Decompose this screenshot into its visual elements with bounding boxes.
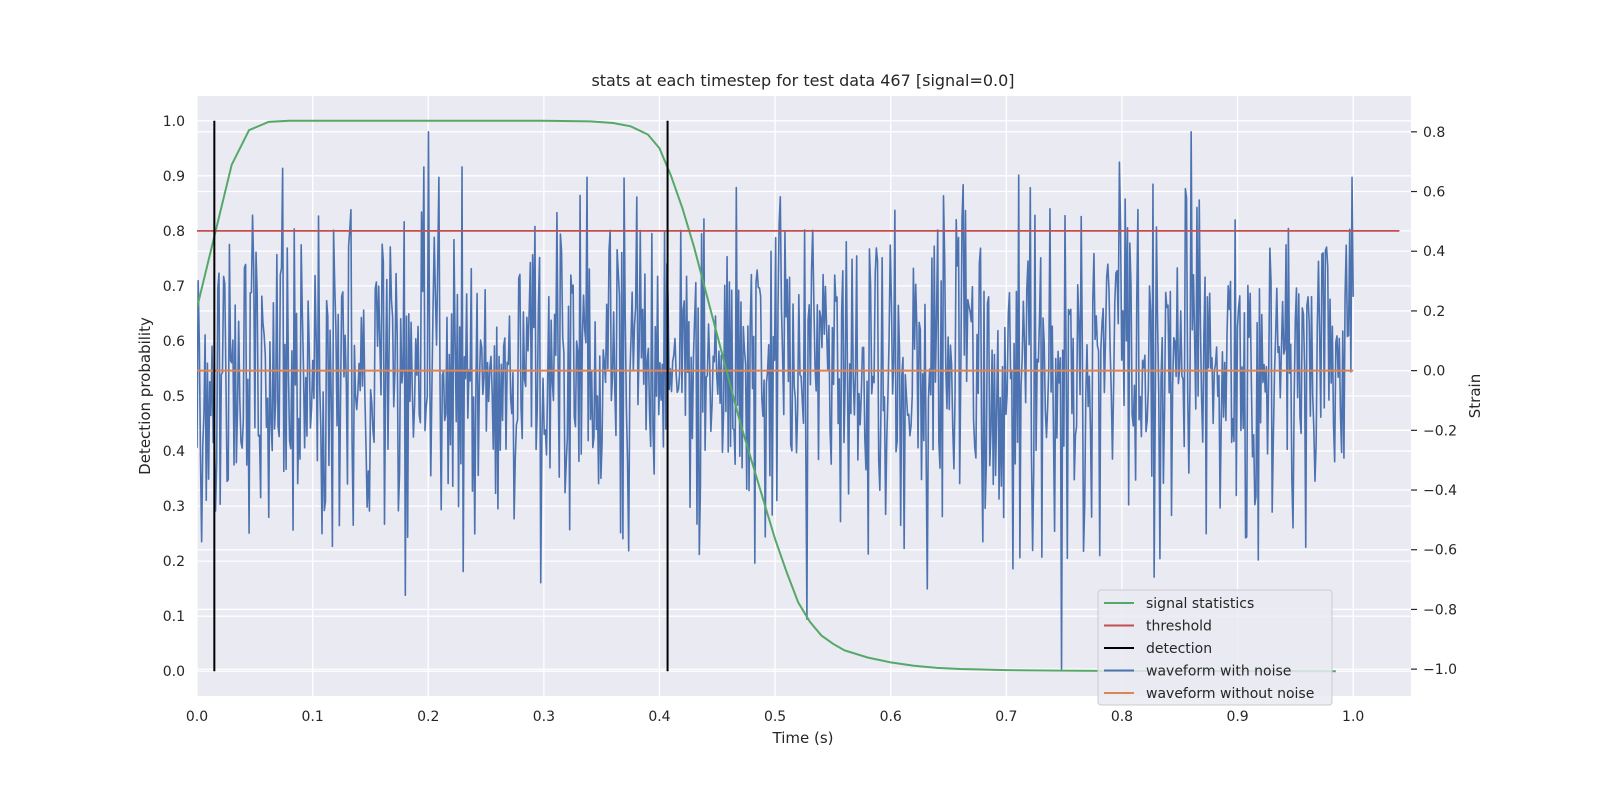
y-axis-right: 0.8 0.6 0.4 0.2 0.0 −0.2 −0.4 −0.6 −0.8 −1.0	[1411, 125, 1457, 678]
x-axis: 0.0 0.1 0.2 0.3 0.4 0.5 0.6 0.7 0.8 0.9 1.0	[186, 709, 1364, 725]
x-tick-label-5: 0.5	[764, 709, 786, 725]
y-left-tick-label-1: 0.1	[163, 609, 185, 625]
x-tick-label-2: 0.2	[417, 709, 439, 725]
y-left-tick-label-2: 0.2	[163, 554, 185, 570]
x-tick-label-3: 0.3	[533, 709, 555, 725]
y-right-tick-label-6: −0.4	[1423, 483, 1457, 499]
y-axis-right-label: Strain	[1466, 374, 1484, 418]
x-tick-label-6: 0.6	[880, 709, 902, 725]
series-signal-statistics	[197, 119, 1336, 673]
y-left-tick-label-8: 0.8	[163, 224, 185, 240]
legend-label-3: waveform with noise	[1146, 664, 1291, 680]
x-axis-label: Time (s)	[772, 729, 834, 747]
legend-label-0: signal statistics	[1146, 596, 1254, 612]
chart-title: stats at each timestep for test data 467…	[591, 71, 1014, 90]
y-left-tick-label-9: 0.9	[163, 169, 185, 185]
x-tick-label-0: 0.0	[186, 709, 208, 725]
x-tick-label-8: 0.8	[1111, 709, 1133, 725]
y-right-tick-label-8: −0.8	[1423, 602, 1457, 618]
y-right-tick-label-3: 0.2	[1423, 304, 1445, 320]
x-tick-label-4: 0.4	[648, 709, 670, 725]
y-axis-left: 0.0 0.1 0.2 0.3 0.4 0.5 0.6 0.7 0.8 0.9 1.0	[163, 114, 185, 680]
y-right-tick-label-1: 0.6	[1423, 185, 1445, 201]
legend-label-2: detection	[1146, 641, 1212, 657]
x-tick-label-9: 0.9	[1226, 709, 1248, 725]
y-left-tick-label-4: 0.4	[163, 444, 185, 460]
y-right-tick-label-5: −0.2	[1423, 423, 1457, 439]
y-left-tick-label-0: 0.0	[163, 664, 185, 680]
y-right-tick-label-2: 0.4	[1423, 244, 1445, 260]
y-right-tick-label-9: −1.0	[1423, 662, 1457, 678]
x-tick-label-7: 0.7	[995, 709, 1017, 725]
y-left-tick-label-3: 0.3	[163, 499, 185, 515]
y-left-tick-label-7: 0.7	[163, 279, 185, 295]
legend: signal statistics threshold detection wavef…	[1097, 589, 1333, 706]
legend-label-1: threshold	[1146, 619, 1212, 635]
y-axis-left-label: Detection probability	[136, 317, 154, 475]
y-right-tick-label-0: 0.8	[1423, 125, 1445, 141]
x-tick-label-1: 0.1	[301, 709, 323, 725]
y-right-tick-label-4: 0.0	[1423, 364, 1445, 380]
series-waveform-with-noise	[197, 131, 1354, 670]
legend-label-4: waveform without noise	[1146, 686, 1314, 702]
y-right-tick-label-7: −0.6	[1423, 543, 1457, 559]
legend-box	[1097, 589, 1333, 706]
series-layer	[197, 119, 1400, 673]
x-tick-label-10: 1.0	[1342, 709, 1364, 725]
y-left-tick-label-5: 0.5	[163, 389, 185, 405]
y-left-tick-label-10: 1.0	[163, 114, 185, 130]
y-left-tick-label-6: 0.6	[163, 334, 185, 350]
